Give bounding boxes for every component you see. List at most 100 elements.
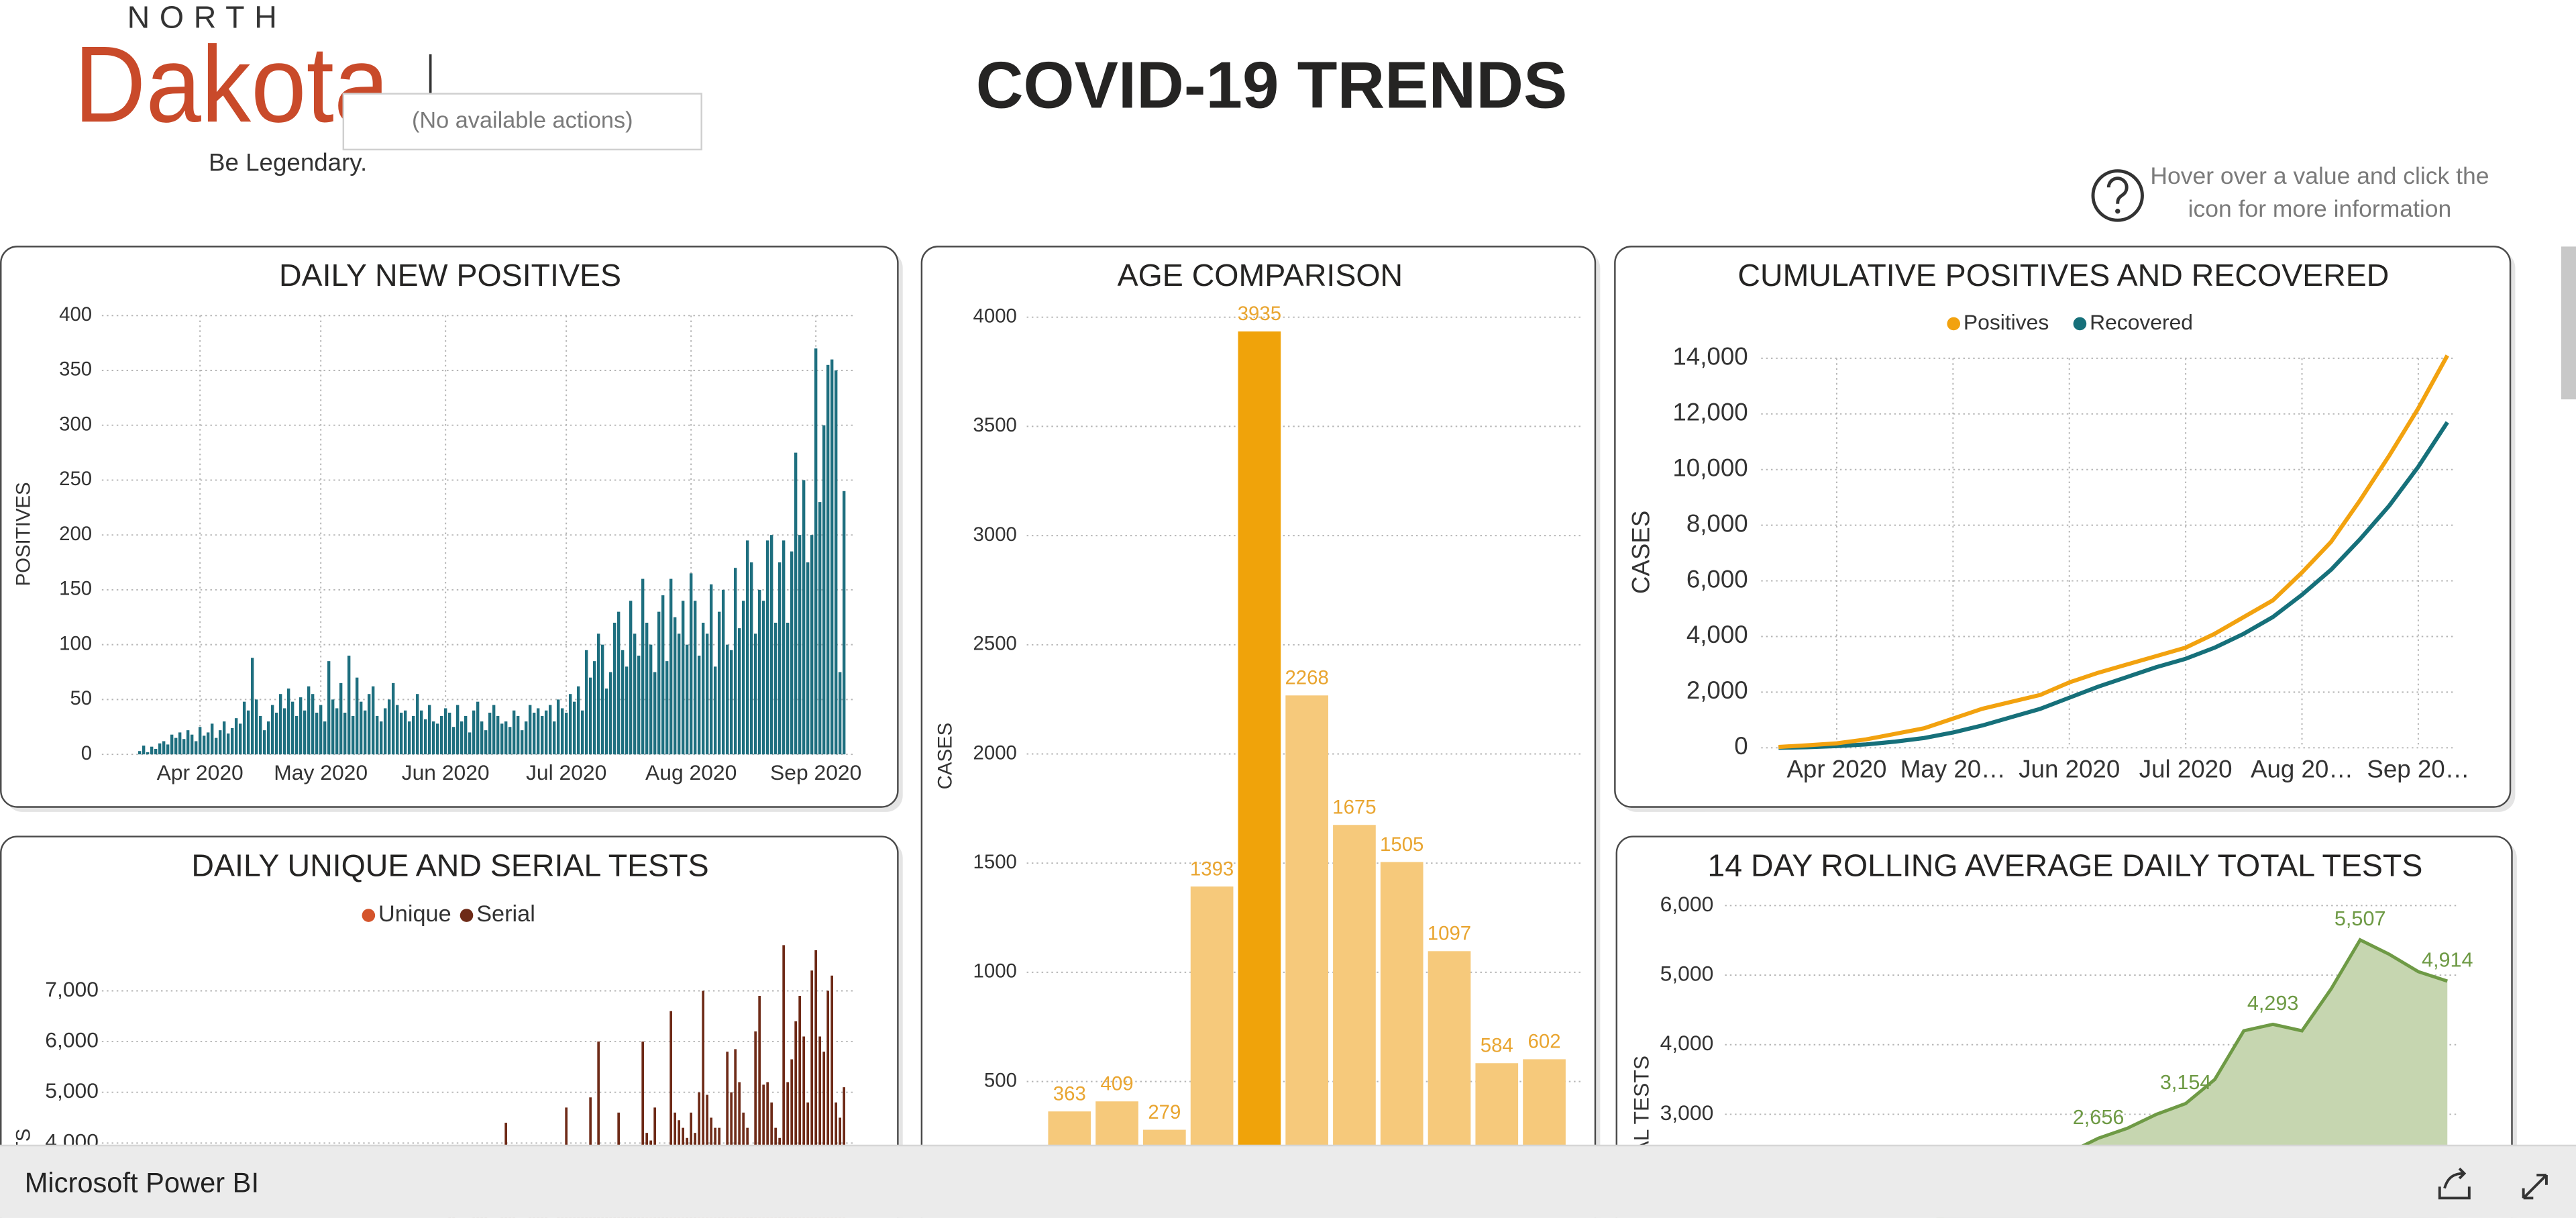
bar (150, 746, 154, 755)
bar (347, 655, 351, 755)
bar (403, 710, 407, 755)
bar (484, 730, 488, 755)
bar (190, 734, 194, 755)
bar (355, 677, 359, 755)
bar (661, 595, 665, 755)
bar (612, 622, 616, 755)
bar (194, 741, 198, 755)
bar (588, 677, 592, 755)
bar (431, 721, 435, 755)
bar (407, 721, 411, 755)
bar (162, 741, 166, 755)
bar (387, 699, 391, 755)
logo-tagline: Be Legendary. (209, 149, 367, 176)
data-label: 3,154 (2160, 1071, 2212, 1094)
bar (158, 743, 162, 755)
bar-segment (798, 996, 801, 1199)
bar (508, 727, 512, 755)
bar (842, 491, 846, 755)
chart-title: DAILY UNIQUE AND SERIAL TESTS (191, 848, 708, 882)
bar (782, 540, 786, 755)
expand-icon[interactable] (2522, 1174, 2548, 1200)
bar (242, 701, 246, 755)
bar (761, 601, 765, 755)
scrollbar-thumb[interactable] (2561, 246, 2576, 400)
bar (641, 578, 645, 755)
bar (802, 480, 806, 755)
chart-title: AGE COMPARISON (1118, 258, 1403, 293)
y-tick-label: 2500 (973, 633, 1017, 655)
bar (351, 715, 355, 755)
bar (830, 359, 834, 755)
bar (198, 727, 202, 755)
y-tick-label: 4,000 (1660, 1031, 1714, 1055)
bar (794, 452, 798, 755)
bar-segment (669, 1011, 672, 1215)
bar (733, 568, 737, 755)
bar (154, 748, 158, 755)
bar (266, 721, 270, 755)
bar (552, 721, 556, 755)
panel (1614, 246, 2512, 808)
bar-segment (786, 1082, 789, 1189)
y-tick-label: 12,000 (1672, 399, 1748, 426)
bar (564, 712, 568, 755)
bar (290, 701, 294, 755)
bar (637, 655, 641, 755)
data-label: 1675 (1332, 797, 1376, 819)
bar (512, 710, 516, 755)
help-glyph[interactable] (2106, 176, 2129, 204)
data-label: 1097 (1428, 923, 1471, 945)
footer-title: Microsoft Power BI (25, 1167, 259, 1199)
bar (536, 708, 540, 755)
bar (826, 364, 830, 755)
data-label: 409 (1101, 1073, 1134, 1095)
chart-title: 14 DAY ROLLING AVERAGE DAILY TOTAL TESTS (1707, 848, 2422, 882)
bar-segment (738, 1082, 741, 1205)
footer-bar (0, 1145, 2576, 1218)
bar (681, 601, 685, 755)
y-tick-label: 300 (59, 413, 92, 435)
bar (278, 694, 282, 755)
bar (705, 633, 709, 755)
bar (709, 584, 713, 755)
bar-segment (790, 1059, 793, 1192)
bar (629, 601, 633, 755)
data-label: 363 (1053, 1082, 1086, 1105)
y-tick-label: 200 (59, 523, 92, 545)
x-tick-label: Apr 2020 (157, 760, 244, 784)
bar-segment (818, 1036, 821, 1189)
bar (383, 708, 387, 755)
bar (468, 732, 472, 755)
data-label: 1505 (1380, 833, 1424, 856)
bar (596, 633, 600, 755)
bar (262, 730, 266, 755)
bar (556, 699, 560, 755)
y-tick-label: 1500 (973, 851, 1017, 873)
y-tick-label: 5,000 (45, 1078, 99, 1103)
bar (677, 633, 681, 755)
bar (572, 701, 576, 755)
bar (749, 562, 753, 755)
bar (645, 622, 649, 755)
bar (580, 710, 584, 755)
bar (472, 710, 476, 755)
bar (713, 666, 717, 755)
share-icon[interactable] (2438, 1167, 2471, 1200)
bar-segment (762, 1084, 765, 1197)
bar (282, 708, 286, 755)
help-dot[interactable] (2115, 209, 2121, 214)
bar (560, 708, 564, 755)
x-tick-label: Jul 2020 (526, 760, 606, 784)
bar (371, 686, 375, 755)
bar (182, 739, 186, 755)
help-circle[interactable] (2091, 169, 2144, 222)
bar (697, 655, 701, 755)
bar (576, 686, 580, 755)
bar (753, 633, 757, 755)
help-icon[interactable] (2091, 169, 2144, 222)
y-tick-label: 6,000 (1660, 892, 1714, 916)
x-tick-label: Aug 20… (2251, 755, 2353, 782)
bar (810, 535, 814, 755)
bar (343, 712, 347, 755)
